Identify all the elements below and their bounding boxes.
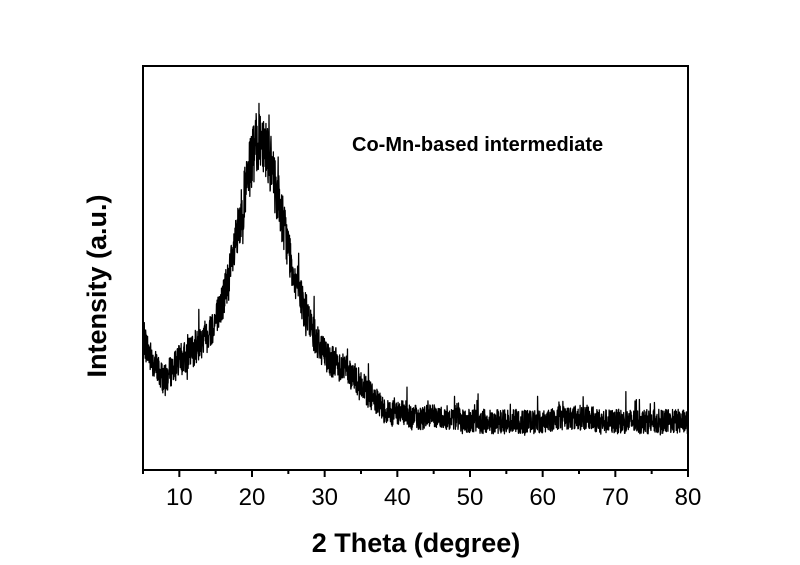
x-tick-label: 10 xyxy=(166,484,193,511)
x-tick-label: 70 xyxy=(602,484,629,511)
x-tick-label: 80 xyxy=(675,484,702,511)
x-tick-label: 40 xyxy=(384,484,411,511)
plot-frame xyxy=(142,65,689,471)
chart-annotation: Co-Mn-based intermediate xyxy=(352,134,603,156)
x-tick-label: 30 xyxy=(311,484,338,511)
x-tick-label: 50 xyxy=(457,484,484,511)
series-line-intensity xyxy=(142,102,689,436)
x-axis-title: 2 Theta (degree) xyxy=(312,528,521,558)
x-tick-label: 60 xyxy=(529,484,556,511)
y-axis-title: Intensity (a.u.) xyxy=(82,194,112,377)
x-tick-label: 20 xyxy=(239,484,266,511)
x-axis-ticks xyxy=(142,470,689,477)
x-axis-tick-labels: 10 20 30 40 50 60 70 80 xyxy=(166,484,701,511)
